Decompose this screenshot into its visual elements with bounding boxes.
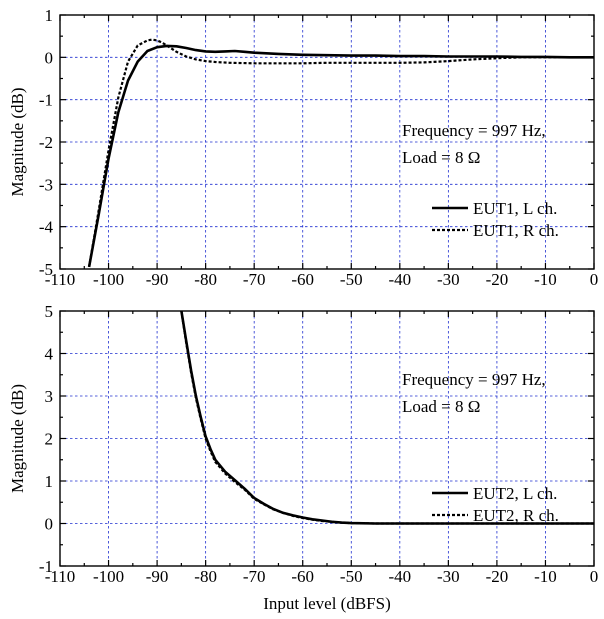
annotation-line-1: Frequency = 997 Hz, [402, 370, 546, 389]
x-tick-label: -50 [340, 567, 363, 586]
y-tick-label: 1 [45, 472, 54, 491]
legend-label-1: EUT1, L ch. [473, 199, 557, 218]
x-tick-label: -100 [93, 270, 124, 289]
x-tick-label: -90 [146, 270, 169, 289]
x-tick-label: -10 [534, 270, 557, 289]
x-tick-label: -60 [291, 270, 314, 289]
x-tick-label: -40 [388, 270, 411, 289]
x-tick-label: -10 [534, 567, 557, 586]
y-axis-label: Magnitude (dB) [8, 384, 27, 493]
legend-label-1: EUT2, L ch. [473, 484, 557, 503]
legend-label-2: EUT2, R ch. [473, 506, 559, 525]
x-axis-label: Input level (dBFS) [263, 594, 391, 613]
y-tick-label: 4 [45, 345, 54, 364]
y-tick-label: -4 [39, 218, 54, 237]
x-tick-label: -40 [388, 567, 411, 586]
y-tick-label: 0 [45, 515, 54, 534]
series-line-2 [88, 38, 594, 268]
y-tick-label: -2 [39, 133, 53, 152]
y-tick-label: -1 [39, 91, 53, 110]
top-panel: -110 -100 -90 -80 -70 -60 -50 -40 -30 -20 -10 0-5-4… [8, 6, 598, 289]
x-tick-label: -110 [45, 270, 76, 289]
x-tick-label: -100 [93, 567, 124, 586]
x-tick-label: -20 [486, 270, 509, 289]
annotation-line-2: Load = 8 Ω [402, 148, 480, 167]
x-tick-label: -60 [291, 567, 314, 586]
legend-label-2: EUT1, R ch. [473, 221, 559, 240]
series-line-1 [87, 44, 594, 268]
series-line-2 [180, 310, 594, 525]
x-tick-label: -80 [194, 567, 217, 586]
y-tick-label: -5 [39, 260, 53, 279]
x-tick-label: -80 [194, 270, 217, 289]
annotation-line-1: Frequency = 997 Hz, [402, 121, 546, 140]
y-axis-label: Magnitude (dB) [8, 87, 27, 196]
x-tick-label: 0 [590, 567, 599, 586]
x-tick-label: -70 [243, 270, 266, 289]
x-tick-label: -20 [486, 567, 509, 586]
y-tick-label: 5 [45, 302, 54, 321]
x-tick-label: -30 [437, 567, 460, 586]
y-tick-label: 0 [45, 48, 54, 67]
y-tick-label: 1 [45, 6, 54, 25]
y-tick-label: 3 [45, 387, 54, 406]
x-tick-label: -50 [340, 270, 363, 289]
y-tick-label: 2 [45, 430, 54, 449]
y-tick-label: -1 [39, 557, 53, 576]
y-tick-label: -3 [39, 175, 53, 194]
bottom-panel: -110 -100 -90 -80 -70 -60 -50 -40 -30 -20 -10 0-101… [8, 302, 598, 613]
annotation-line-2: Load = 8 Ω [402, 397, 480, 416]
x-tick-label: -110 [45, 567, 76, 586]
x-tick-label: -70 [243, 567, 266, 586]
x-tick-label: 0 [590, 270, 599, 289]
x-tick-label: -30 [437, 270, 460, 289]
x-tick-label: -90 [146, 567, 169, 586]
